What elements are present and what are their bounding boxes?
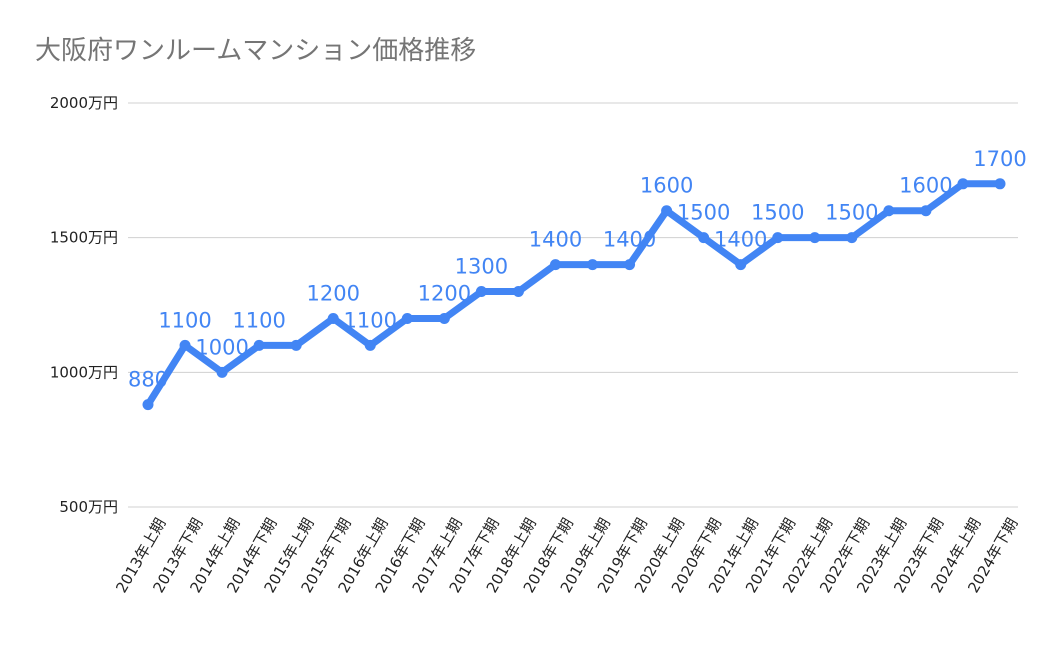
data-point <box>364 339 376 351</box>
data-point <box>957 178 969 190</box>
data-point <box>327 312 339 324</box>
data-point <box>290 339 302 351</box>
data-label: 1400 <box>603 228 656 252</box>
data-point <box>624 259 636 271</box>
data-point <box>920 205 932 217</box>
series-line <box>144 180 1004 409</box>
y-tick-label: 2000万円 <box>50 94 118 112</box>
data-label: 1200 <box>306 281 359 305</box>
data-point <box>698 232 710 244</box>
data-label: 880 <box>128 368 168 392</box>
data-label: 1400 <box>714 228 767 252</box>
data-label: 1000 <box>195 335 248 359</box>
data-label: 1700 <box>973 147 1026 171</box>
data-label: 1100 <box>344 308 397 332</box>
data-point <box>661 205 673 217</box>
data-label: 1200 <box>418 281 471 305</box>
data-point <box>549 259 561 271</box>
data-label: 1500 <box>825 201 878 225</box>
data-label: 1300 <box>455 255 508 279</box>
data-label: 1100 <box>158 308 211 332</box>
data-point <box>401 312 413 324</box>
data-label: 1500 <box>677 201 730 225</box>
data-point <box>512 286 524 298</box>
data-point <box>846 232 858 244</box>
chart-title: 大阪府ワンルームマンション価格推移 <box>35 36 477 66</box>
data-label: 1600 <box>899 174 952 198</box>
data-point <box>809 232 821 244</box>
y-tick-label: 1000万円 <box>50 363 118 381</box>
data-label: 1600 <box>640 174 693 198</box>
data-point <box>475 286 487 298</box>
y-tick-label: 500万円 <box>59 498 118 516</box>
data-label: 1400 <box>529 228 582 252</box>
data-point <box>587 259 599 271</box>
data-point <box>142 399 154 411</box>
data-point <box>735 259 747 271</box>
data-point <box>179 339 191 351</box>
y-tick-label: 1500万円 <box>50 229 118 247</box>
data-point <box>438 312 450 324</box>
data-label: 1100 <box>232 308 285 332</box>
data-point <box>253 339 265 351</box>
data-label: 1500 <box>751 201 804 225</box>
data-point <box>216 366 228 378</box>
data-point <box>883 205 895 217</box>
data-point <box>772 232 784 244</box>
data-point <box>994 178 1006 190</box>
